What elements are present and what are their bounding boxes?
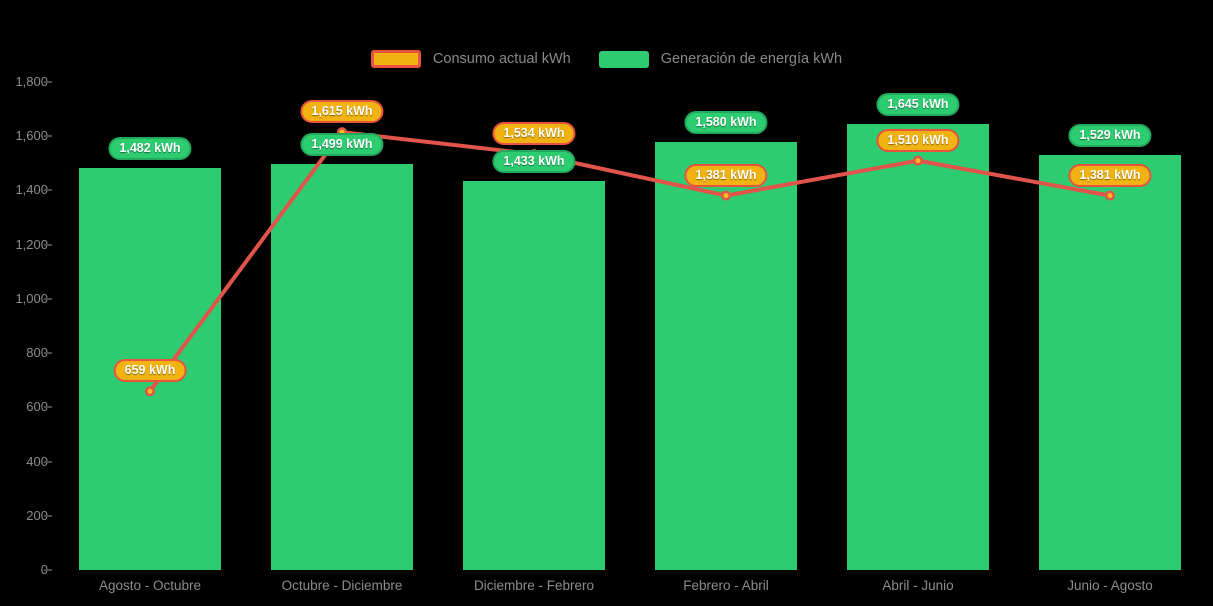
generacion-value-label: 1,580 kWh (684, 110, 768, 134)
consumo-value-label: 659 kWh (113, 359, 187, 383)
x-axis-label: Abril - Junio (882, 578, 954, 593)
bar-generacion[interactable] (271, 163, 413, 570)
x-axis-label: Febrero - Abril (683, 578, 769, 593)
y-axis-tick (44, 243, 52, 246)
y-axis-label: 1,600 (15, 128, 48, 144)
y-axis-label: 1,000 (15, 290, 48, 306)
y-axis-label: 1,400 (15, 182, 48, 198)
x-axis-label: Diciembre - Febrero (473, 578, 595, 593)
consumo-value-label: 1,615 kWh (300, 100, 384, 124)
legend-label-generacion: Generación de energía kWh (660, 51, 843, 67)
x-axis-label: Agosto - Octubre (98, 578, 202, 593)
consumo-value-label: 1,381 kWh (1068, 163, 1152, 187)
y-axis-label: 200 (26, 507, 48, 523)
x-axis-label: Junio - Agosto (1067, 578, 1153, 593)
generacion-value-label: 1,499 kWh (300, 132, 384, 156)
y-axis-tick (44, 514, 52, 517)
bar-generacion[interactable] (463, 181, 605, 570)
consumo-value-label: 1,534 kWh (492, 122, 576, 146)
y-axis-tick (44, 352, 52, 355)
y-axis-tick (44, 135, 52, 138)
y-axis-label: 400 (26, 453, 48, 469)
y-axis-label: 0 (0, 562, 48, 578)
consumo-point[interactable] (1104, 190, 1116, 201)
y-axis-tick (44, 406, 52, 409)
legend-item-consumo[interactable]: Consumo actual kWh (370, 50, 571, 68)
generacion-value-label: 1,433 kWh (492, 150, 576, 174)
y-axis-tick (44, 297, 52, 300)
y-axis-label: 1,800 (15, 74, 48, 89)
consumo-point[interactable] (720, 190, 732, 201)
y-axis-label: 800 (26, 345, 48, 361)
legend-swatch-consumo-icon (370, 50, 421, 68)
y-axis-tick (44, 569, 52, 571)
legend-label-consumo: Consumo actual kWh (432, 51, 571, 67)
x-axis-label: Octubre - Diciembre (281, 578, 403, 593)
y-axis-tick (44, 460, 52, 463)
bar-generacion[interactable] (655, 141, 797, 570)
bar-generacion[interactable] (1039, 155, 1181, 570)
consumo-value-label: 1,381 kWh (684, 163, 768, 187)
consumo-value-label: 1,510 kWh (876, 128, 960, 152)
y-axis-label: 600 (26, 399, 48, 415)
generacion-value-label: 1,645 kWh (876, 93, 960, 117)
bar-generacion[interactable] (847, 124, 989, 570)
generacion-value-label: 1,482 kWh (108, 137, 192, 161)
generacion-value-label: 1,529 kWh (1068, 124, 1152, 148)
consumo-point[interactable] (144, 386, 156, 397)
legend-swatch-generacion-icon (598, 50, 649, 68)
legend-item-generacion[interactable]: Generación de energía kWh (598, 50, 843, 68)
consumo-point[interactable] (912, 155, 924, 166)
y-axis-tick (44, 81, 52, 83)
y-axis-label: 1,200 (15, 236, 48, 252)
legend: Consumo actual kWh Generación de energía… (0, 50, 1213, 68)
y-axis-tick (44, 189, 52, 192)
